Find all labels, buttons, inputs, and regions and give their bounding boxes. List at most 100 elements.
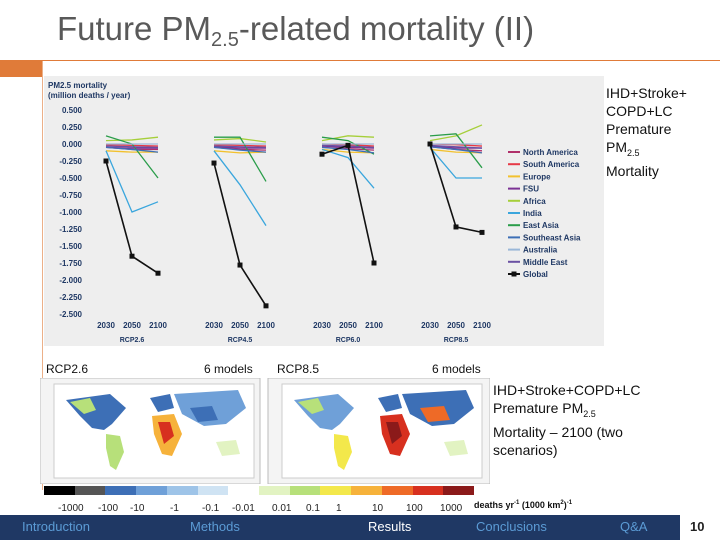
- colorbar-units: deaths yr-1 (1000 km2)-1: [474, 500, 573, 510]
- y-tick-label: 0.250: [62, 123, 83, 132]
- colorbar: [44, 486, 475, 495]
- series-line: [213, 145, 267, 149]
- y-tick-label: -0.250: [59, 157, 82, 166]
- y-tick-label: -1.000: [59, 208, 82, 217]
- series-line: [105, 150, 159, 213]
- map-caption-line4: scenarios): [493, 441, 558, 458]
- x-tick-label: 2050: [339, 321, 357, 330]
- legend-entry: South America: [523, 160, 580, 169]
- title-main: Future PM: [57, 10, 212, 47]
- colorbar-swatch: [166, 486, 198, 495]
- series-point: [345, 142, 351, 148]
- accent-vertical-rule: [42, 60, 43, 490]
- x-tick-label: 2050: [123, 321, 141, 330]
- x-tick-label: 2100: [365, 321, 383, 330]
- series-line: [213, 150, 267, 154]
- series-line: [429, 133, 483, 169]
- x-tick-label: 2050: [231, 321, 249, 330]
- series-line: [213, 150, 267, 226]
- colorbar-swatch: [443, 486, 475, 495]
- series-point: [263, 303, 269, 309]
- legend-entry: North America: [523, 148, 578, 157]
- colorbar-swatch: [259, 486, 290, 495]
- y-tick-label: -1.500: [59, 242, 82, 251]
- y-tick-label: 0.500: [62, 106, 83, 115]
- series-line: [213, 146, 266, 149]
- panel-label: RCP8.5: [444, 337, 469, 344]
- series-line: [429, 124, 483, 142]
- scenario-right-models: 6 models: [432, 362, 481, 376]
- series-point: [427, 141, 433, 147]
- colorbar-swatch: [44, 486, 75, 495]
- scenario-right-label: RCP8.5: [277, 362, 320, 376]
- series-point: [129, 253, 135, 259]
- series-point: [319, 151, 325, 157]
- series-line: [321, 146, 375, 154]
- series-line: [105, 146, 159, 153]
- nav-methods[interactable]: Methods: [190, 519, 240, 534]
- y-tick-label: -2.000: [59, 276, 82, 285]
- colorbar-swatch: [136, 486, 167, 495]
- legend-entry: FSU: [523, 185, 539, 194]
- series-point: [237, 262, 243, 268]
- panel-label: RCP6.0: [336, 337, 361, 344]
- series-point: [211, 160, 217, 166]
- colorbar-tick-label: 1: [336, 503, 342, 514]
- series-point: [479, 229, 485, 235]
- panel-label: RCP2.6: [120, 337, 145, 344]
- nav-conclusions[interactable]: Conclusions: [476, 519, 547, 534]
- series-point: [453, 224, 459, 230]
- series-line: [429, 148, 483, 154]
- series-line: [105, 144, 159, 147]
- nav-results[interactable]: Results: [368, 519, 412, 534]
- legend-entry: East Asia: [523, 221, 559, 230]
- legend-entry: Africa: [523, 197, 546, 206]
- series-line: [321, 144, 375, 264]
- nav-introduction[interactable]: Introduction: [22, 519, 90, 534]
- y-tick-label: -2.500: [59, 310, 82, 319]
- series-line: [105, 145, 159, 149]
- legend-marker: [511, 271, 517, 277]
- legend-entry: Europe: [523, 172, 551, 181]
- y-tick-label: 0.000: [62, 140, 83, 149]
- x-tick-label: 2100: [473, 321, 491, 330]
- map-caption-line3: Mortality – 2100 (two: [493, 423, 623, 440]
- mortality-maps: [40, 378, 490, 484]
- x-tick-label: 2030: [97, 321, 115, 330]
- map-caption-line1: IHD+Stroke+COPD+LC: [493, 382, 641, 398]
- colorbar-tick-label: 0.1: [306, 503, 320, 514]
- x-tick-label: 2100: [149, 321, 167, 330]
- navigation-bar: [0, 515, 680, 540]
- series-point: [371, 260, 377, 266]
- y-tick-label: -2.250: [59, 293, 82, 302]
- map-rcp26: [40, 378, 261, 484]
- series-line: [213, 146, 267, 153]
- chart-caption-line5: Mortality: [606, 162, 659, 179]
- colorbar-tick-label: -100: [98, 503, 119, 514]
- colorbar-swatch: [412, 486, 444, 495]
- legend-entry: India: [523, 209, 542, 218]
- legend-entry: Australia: [523, 246, 558, 255]
- scenario-left-label: RCP2.6: [46, 362, 89, 376]
- colorbar-tick-label: -10: [130, 503, 145, 514]
- mortality-chart-panel: PM2.5 mortality (million deaths / year) 0.…: [44, 76, 604, 346]
- map-caption: IHD+Stroke+COPD+LC Premature PM2.5 Morta…: [493, 381, 673, 459]
- page-number: 10: [690, 519, 705, 534]
- series-line: [429, 146, 482, 179]
- colorbar-swatch: [289, 486, 321, 495]
- series-line: [213, 137, 267, 143]
- colorbar-tick-label: -0.01: [232, 503, 255, 514]
- slide-title: Future PM2.5-related mortality (II): [57, 10, 534, 52]
- chart-caption-line4: PM2.5: [606, 139, 640, 158]
- colorbar-tick-label: 0.01: [272, 503, 292, 514]
- mortality-chart: PM2.5 mortality(million deaths / year) 0.…: [48, 81, 581, 344]
- chart-caption: IHD+Stroke+ COPD+LC Premature PM2.5 Mort…: [606, 84, 718, 180]
- x-tick-label: 2030: [313, 321, 331, 330]
- series-line: [429, 146, 483, 154]
- colorbar-tick-label: 10: [372, 503, 384, 514]
- nav-qa[interactable]: Q&A: [620, 519, 648, 534]
- series-line: [321, 135, 375, 142]
- legend-entry: Global: [523, 270, 548, 279]
- colorbar-tick-label: 1000: [440, 503, 463, 514]
- series-line: [214, 136, 267, 182]
